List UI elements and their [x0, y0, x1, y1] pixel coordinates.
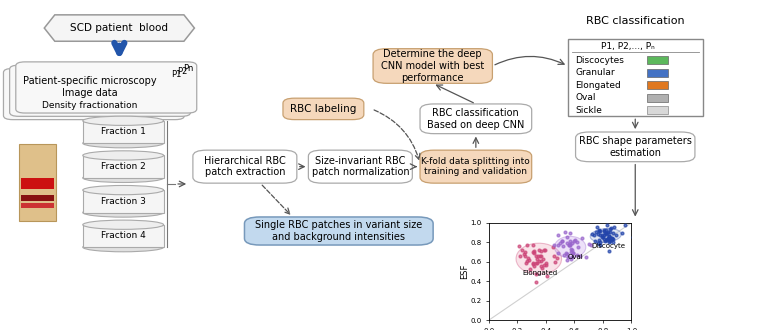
FancyBboxPatch shape	[420, 104, 531, 134]
FancyBboxPatch shape	[16, 62, 197, 113]
FancyBboxPatch shape	[283, 98, 363, 119]
Ellipse shape	[83, 243, 163, 252]
FancyBboxPatch shape	[575, 132, 695, 162]
FancyBboxPatch shape	[4, 69, 185, 120]
Ellipse shape	[83, 173, 163, 182]
Bar	[647, 94, 668, 102]
Text: Pn: Pn	[183, 63, 194, 73]
Text: Fraction 3: Fraction 3	[101, 197, 146, 206]
Ellipse shape	[83, 116, 163, 125]
Ellipse shape	[83, 139, 163, 148]
Text: P1: P1	[171, 70, 181, 79]
Bar	[647, 81, 668, 89]
Bar	[22, 179, 54, 189]
Bar	[83, 121, 163, 143]
FancyBboxPatch shape	[245, 217, 433, 245]
Text: RBC shape parameters
estimation: RBC shape parameters estimation	[579, 136, 691, 158]
Bar	[647, 69, 668, 77]
Text: Fraction 1: Fraction 1	[101, 127, 146, 137]
Bar	[22, 203, 54, 208]
Text: RBC labeling: RBC labeling	[290, 104, 357, 114]
Text: Granular: Granular	[575, 68, 615, 77]
FancyBboxPatch shape	[373, 49, 493, 83]
FancyBboxPatch shape	[10, 65, 191, 116]
Ellipse shape	[83, 185, 163, 195]
Bar	[568, 39, 702, 116]
Text: Elongated: Elongated	[575, 81, 621, 90]
Text: Determine the deep
CNN model with best
performance: Determine the deep CNN model with best p…	[381, 50, 484, 82]
Text: RBC classification: RBC classification	[586, 16, 685, 26]
Text: Size-invariant RBC
patch normalization: Size-invariant RBC patch normalization	[312, 156, 409, 178]
Bar	[83, 190, 163, 213]
Bar	[647, 106, 668, 114]
Bar	[22, 195, 54, 201]
Ellipse shape	[83, 208, 163, 217]
Text: Density fractionation: Density fractionation	[42, 101, 138, 110]
Text: SCD patient  blood: SCD patient blood	[70, 23, 169, 33]
Ellipse shape	[83, 220, 163, 229]
Text: P1, P2,..., Pₙ: P1, P2,..., Pₙ	[601, 42, 654, 50]
Polygon shape	[44, 15, 194, 41]
Text: Hierarchical RBC
patch extraction: Hierarchical RBC patch extraction	[204, 156, 286, 178]
FancyBboxPatch shape	[420, 150, 531, 183]
Text: Sickle: Sickle	[575, 106, 602, 115]
Bar	[19, 144, 56, 221]
Text: P2: P2	[177, 67, 188, 76]
Ellipse shape	[83, 151, 163, 160]
Text: Single RBC patches in variant size
and background intensities: Single RBC patches in variant size and b…	[255, 220, 423, 242]
Bar	[83, 225, 163, 247]
Text: Fraction 2: Fraction 2	[101, 162, 146, 171]
Text: RBC classification
Based on deep CNN: RBC classification Based on deep CNN	[427, 108, 524, 130]
FancyBboxPatch shape	[192, 150, 296, 183]
Bar	[647, 56, 668, 64]
Text: K-fold data splitting into
training and validation: K-fold data splitting into training and …	[421, 157, 531, 176]
Text: Discocytes: Discocytes	[575, 56, 624, 65]
Text: Oval: Oval	[575, 93, 596, 102]
Text: Patient-specific microscopy
Image data: Patient-specific microscopy Image data	[23, 76, 157, 98]
Bar	[83, 155, 163, 178]
FancyBboxPatch shape	[308, 150, 413, 183]
Text: Fraction 4: Fraction 4	[101, 231, 146, 241]
